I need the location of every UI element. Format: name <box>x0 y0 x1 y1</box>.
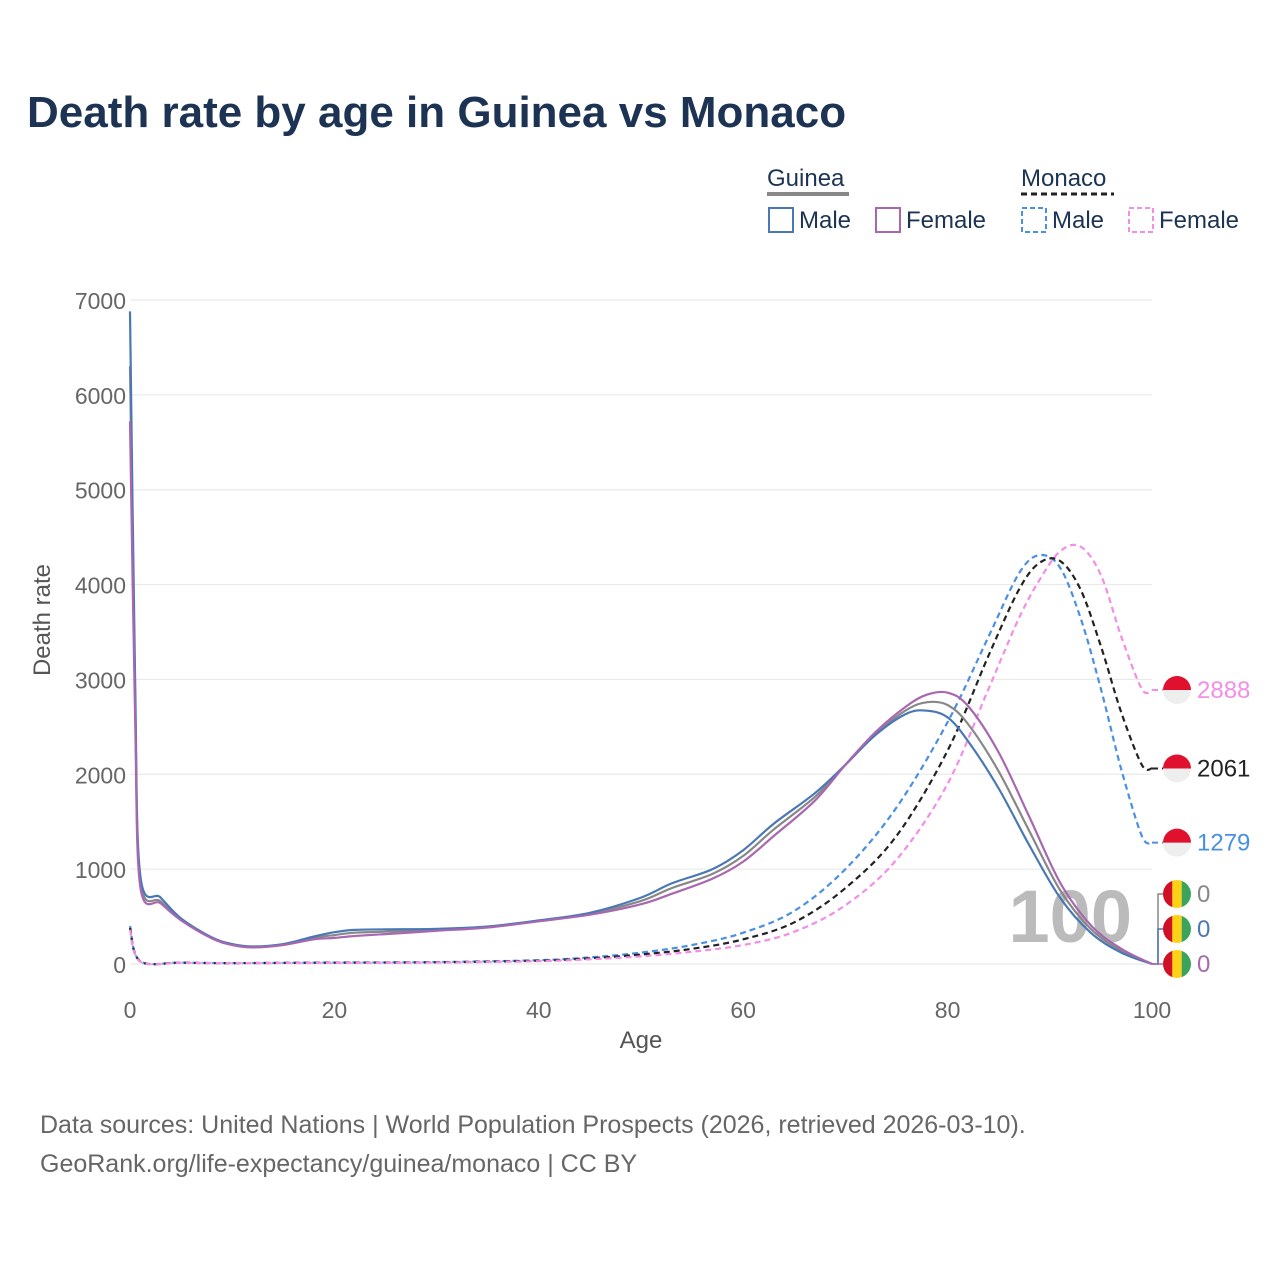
series-lines[interactable] <box>128 311 1153 966</box>
x-axis: 0 20 40 60 80 100 <box>124 997 1172 1023</box>
y-axis-label: Death rate <box>29 564 56 676</box>
y-tick-label: 2000 <box>75 762 126 788</box>
legend-monaco-female-label[interactable]: Female <box>1159 207 1239 234</box>
x-tick-label: 60 <box>730 997 756 1023</box>
end-value-label: 1279 <box>1197 830 1250 857</box>
y-tick-label: 0 <box>113 952 126 978</box>
y-tick-label: 6000 <box>75 383 126 409</box>
source-line-2[interactable]: GeoRank.org/life-expectancy/guinea/monac… <box>40 1150 638 1178</box>
legend-guinea-male-label[interactable]: Male <box>799 207 851 234</box>
y-tick-label: 1000 <box>75 857 126 883</box>
end-value-label: 0 <box>1197 916 1210 943</box>
legend-guinea-female-label[interactable]: Female <box>906 207 986 234</box>
monaco-flag-icon <box>1163 754 1191 783</box>
grid <box>130 299 1152 965</box>
guinea-flag-icon <box>1163 915 1191 943</box>
guinea-flag-icon <box>1163 880 1191 908</box>
guinea-flag-icon <box>1163 950 1191 978</box>
legend-monaco-male-swatch[interactable] <box>1021 207 1047 233</box>
legend-guinea-female-swatch[interactable] <box>875 207 901 233</box>
y-tick-label: 7000 <box>75 288 126 314</box>
end-value-label: 0 <box>1197 951 1210 978</box>
source-line-1: Data sources: United Nations | World Pop… <box>40 1111 1026 1139</box>
x-tick-label: 20 <box>322 997 348 1023</box>
y-tick-label: 4000 <box>75 573 126 599</box>
series-line-monaco-female[interactable] <box>128 543 1153 966</box>
y-tick-label: 5000 <box>75 478 126 504</box>
legend[interactable]: Guinea Male Female Monaco Male Female <box>767 165 1239 234</box>
legend-guinea-title: Guinea <box>767 165 845 192</box>
y-tick-label: 3000 <box>75 667 126 693</box>
end-markers: 2888 2061 1279 0 0 0 <box>1152 676 1250 978</box>
end-connector <box>1152 928 1163 965</box>
x-tick-label: 80 <box>935 997 961 1023</box>
legend-guinea-male-swatch[interactable] <box>768 207 794 233</box>
series-line-guinea-both[interactable] <box>128 366 1153 966</box>
monaco-flag-icon <box>1163 676 1191 705</box>
end-value-label: 2888 <box>1197 677 1250 704</box>
x-tick-label: 0 <box>124 997 137 1023</box>
legend-monaco-title: Monaco <box>1021 165 1106 192</box>
monaco-flag-icon <box>1163 828 1191 857</box>
end-value-label: 2061 <box>1197 755 1250 782</box>
legend-monaco-male-label[interactable]: Male <box>1052 207 1104 234</box>
end-value-label: 0 <box>1197 881 1210 908</box>
series-line-monaco-male[interactable] <box>128 553 1153 966</box>
x-axis-label: Age <box>620 1027 663 1054</box>
y-axis: 0 1000 2000 3000 4000 5000 6000 7000 <box>75 288 126 978</box>
legend-monaco-female-swatch[interactable] <box>1128 207 1154 233</box>
series-line-guinea-male[interactable] <box>128 311 1153 966</box>
x-tick-label: 40 <box>526 997 552 1023</box>
source-note: Data sources: United Nations | World Pop… <box>40 1106 1026 1184</box>
x-tick-label: 100 <box>1133 997 1171 1023</box>
series-line-guinea-female[interactable] <box>128 421 1153 965</box>
chart-title: Death rate by age in Guinea vs Monaco <box>27 88 847 137</box>
